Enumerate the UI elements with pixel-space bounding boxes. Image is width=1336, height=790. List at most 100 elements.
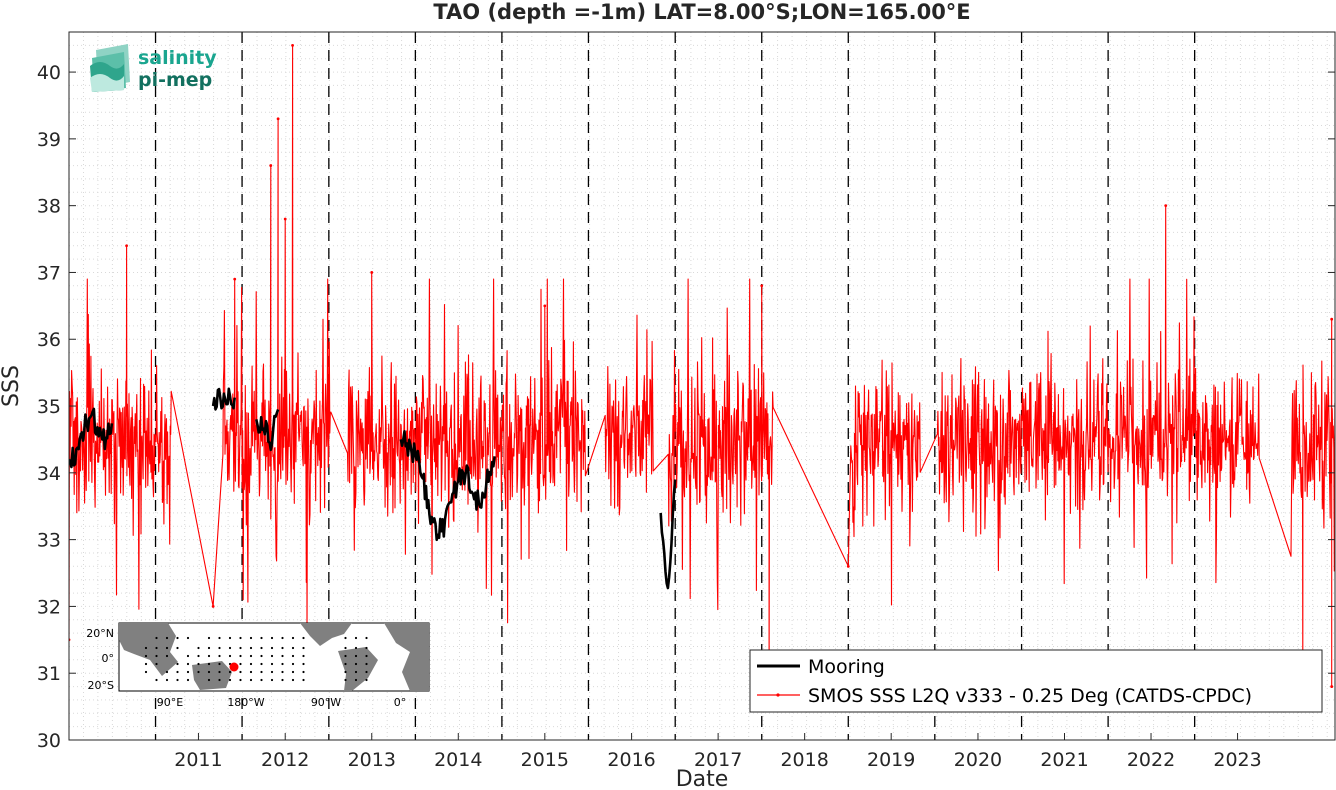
smos-peak-point-4 <box>291 43 294 47</box>
buoy-dot <box>155 646 158 650</box>
map-lat-20s: 20°S <box>88 679 114 692</box>
buoy-dot <box>239 678 242 682</box>
buoy-dot <box>239 646 242 650</box>
buoy-dot <box>260 670 263 674</box>
buoy-dot <box>239 654 242 658</box>
smos-peak-point-10 <box>1330 317 1334 321</box>
buoy-dot <box>302 646 305 650</box>
buoy-dot <box>302 670 305 674</box>
buoy-dot <box>354 646 358 650</box>
buoy-dot <box>302 662 305 666</box>
logo-text-pi-mep: pi-mep <box>138 69 212 91</box>
x-tick-label-2017: 2017 <box>694 749 742 771</box>
y-tick-label-38: 38 <box>37 196 61 218</box>
buoy-dot <box>228 636 232 640</box>
buoy-dot <box>365 678 368 682</box>
buoy-dot <box>270 678 274 682</box>
buoy-dot <box>365 662 368 666</box>
buoy-dot <box>165 670 169 674</box>
buoy-dot <box>239 670 242 674</box>
smos-peak-point-3 <box>276 117 280 121</box>
year-boundary-lines <box>154 32 1196 740</box>
buoy-dot <box>365 646 368 650</box>
legend-box <box>749 649 1323 713</box>
buoy-dot <box>354 654 358 658</box>
smos-trough-point-1 <box>211 605 215 608</box>
buoy-dot <box>239 636 242 640</box>
x-tick-label-2018: 2018 <box>780 749 828 771</box>
smos-peak-point-7 <box>543 304 547 308</box>
buoy-dot <box>291 636 295 640</box>
buoy-dot <box>344 670 347 674</box>
buoy-dot <box>144 654 148 658</box>
buoy-dot <box>281 678 284 682</box>
buoy-dot <box>207 670 211 674</box>
map-lat-0: 0° <box>102 652 115 665</box>
buoy-dot <box>218 670 221 674</box>
buoy-dot <box>302 678 305 682</box>
buoy-dot <box>270 662 274 666</box>
buoy-dot <box>365 670 368 674</box>
y-tick-label-33: 33 <box>37 530 61 552</box>
map-lon-90e: 90°E <box>157 696 183 709</box>
buoy-dot <box>270 654 274 658</box>
map-lon-90w: 90°W <box>311 696 341 709</box>
buoy-dot <box>155 636 158 640</box>
buoy-dot <box>354 678 358 682</box>
plot-frame <box>68 31 1336 741</box>
buoy-dot <box>260 646 263 650</box>
chart-title: TAO (depth =-1m) LAT=8.00°S;LON=165.00°E <box>433 0 970 24</box>
buoy-dot <box>249 678 253 682</box>
buoy-dot <box>270 670 274 674</box>
buoy-dot <box>176 662 179 666</box>
mooring-location-marker <box>229 662 239 672</box>
x-tick-label-2016: 2016 <box>607 749 655 771</box>
buoy-dot <box>344 646 347 650</box>
buoy-dot <box>291 662 295 666</box>
buoy-dot <box>144 670 148 674</box>
buoy-dot <box>249 636 253 640</box>
buoy-dot <box>281 654 284 658</box>
y-axis-label: SSS <box>0 365 24 407</box>
buoy-dot <box>197 646 200 650</box>
buoy-dot <box>207 646 211 650</box>
buoy-dot <box>228 646 232 650</box>
x-tick-label-2012: 2012 <box>261 749 309 771</box>
smos-line <box>69 44 1335 688</box>
buoy-dot <box>291 670 295 674</box>
inset-map: 20°N 0° 20°S 90°E 180°W 90°W 0° <box>86 622 430 709</box>
buoy-dot <box>281 662 284 666</box>
buoy-dot <box>165 678 169 682</box>
buoy-dot <box>186 654 190 658</box>
smos-trough-point-4 <box>846 564 850 568</box>
smos-peak-point-1 <box>233 277 237 281</box>
map-lat-20n: 20°N <box>86 627 114 640</box>
buoy-dot <box>155 662 158 666</box>
map-lon-180w: 180°W <box>227 696 264 709</box>
smos-peak-point-9 <box>1164 204 1168 208</box>
buoy-dot <box>155 678 158 682</box>
x-tick-label-2020: 2020 <box>954 749 1002 771</box>
wave-logo-icon <box>90 44 130 92</box>
buoy-dot <box>281 636 284 640</box>
buoy-dot <box>197 662 200 666</box>
mooring-array-dots <box>144 636 368 682</box>
buoy-dot <box>260 678 263 682</box>
buoy-dot <box>249 646 253 650</box>
buoy-dot <box>144 646 148 650</box>
buoy-dot <box>207 678 211 682</box>
mooring-segment-1 <box>211 387 236 411</box>
buoy-dot <box>207 636 211 640</box>
buoy-dot <box>176 636 179 640</box>
land-australia <box>192 661 232 690</box>
buoy-dot <box>155 654 158 658</box>
buoy-dot <box>302 654 305 658</box>
buoy-dot <box>144 662 148 666</box>
buoy-dot <box>165 636 169 640</box>
buoy-dot <box>207 654 211 658</box>
x-tick-label-2019: 2019 <box>867 749 915 771</box>
land-africa-europe <box>384 623 429 691</box>
buoy-dot <box>218 654 221 658</box>
x-axis-ticks: 2011 2012 2013 2014 2015 2016 2017 2018 2019 2020… <box>174 733 1262 771</box>
